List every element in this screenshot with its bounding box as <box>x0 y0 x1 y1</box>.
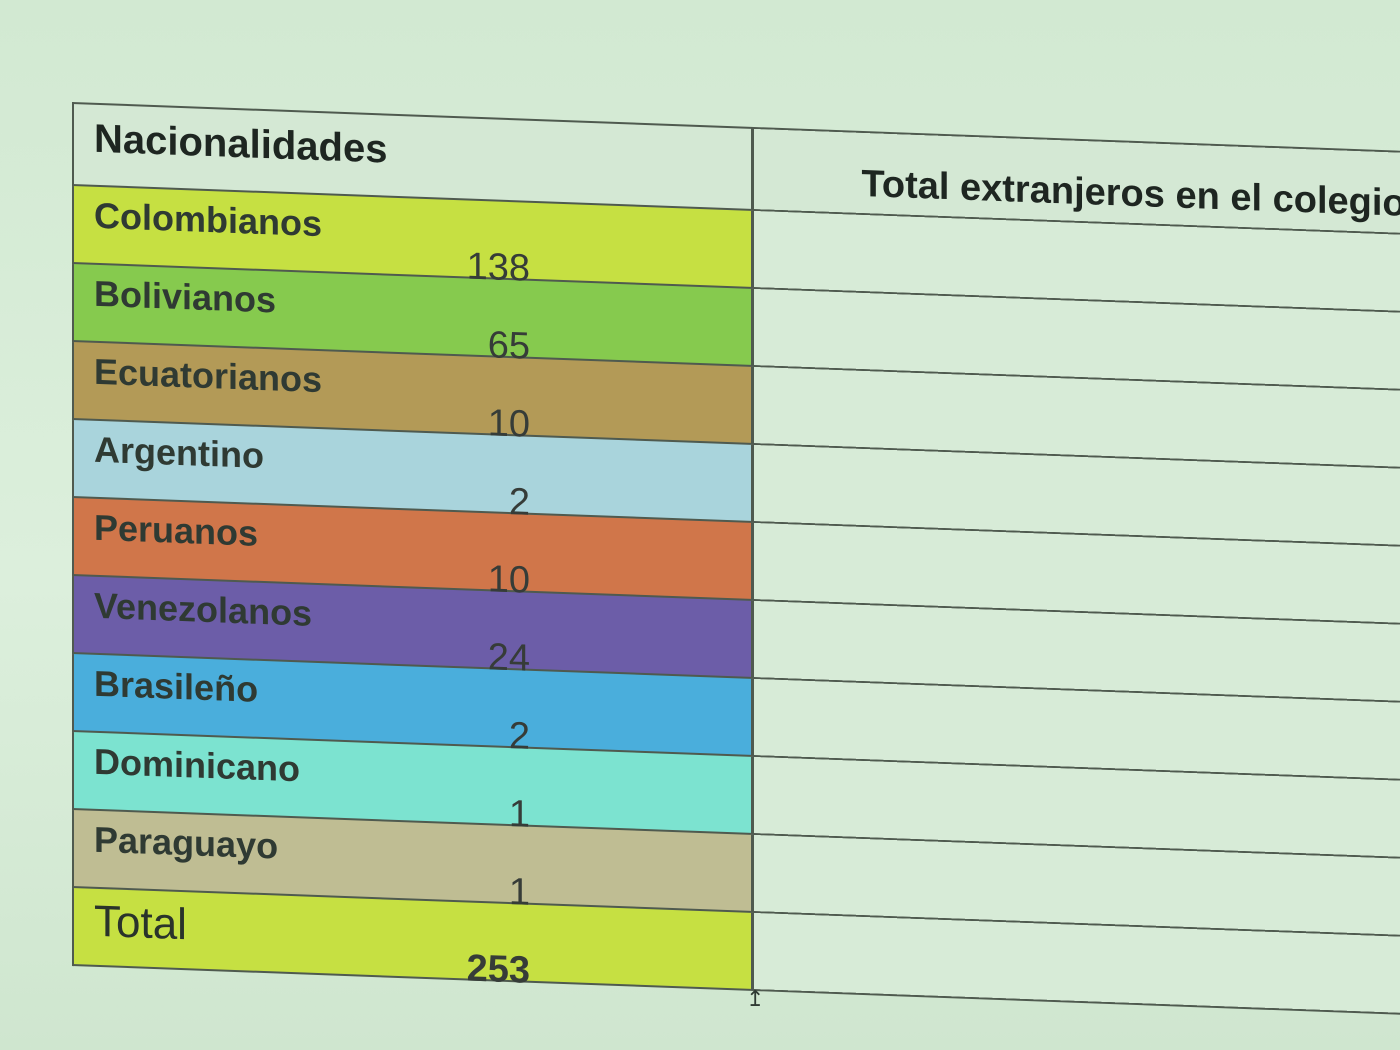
total-value: 253 <box>466 947 530 992</box>
count-value: 138 <box>466 245 530 290</box>
count-value: 1 <box>508 793 530 836</box>
mouse-cursor-icon: ↥ <box>746 986 765 1011</box>
count-value: 10 <box>487 558 530 602</box>
count-value: 10 <box>487 402 530 446</box>
count-value: 24 <box>487 636 530 680</box>
count-value: 2 <box>508 715 530 758</box>
count-value: 1 <box>508 871 530 914</box>
nationalities-table: Nacionalidades Total extranjeros en el c… <box>72 102 1400 1016</box>
spreadsheet: Nacionalidades Total extranjeros en el c… <box>72 102 1400 1033</box>
count-value: 65 <box>487 324 530 368</box>
cropped-title-fragment <box>920 0 1060 8</box>
count-value: 2 <box>508 481 530 524</box>
